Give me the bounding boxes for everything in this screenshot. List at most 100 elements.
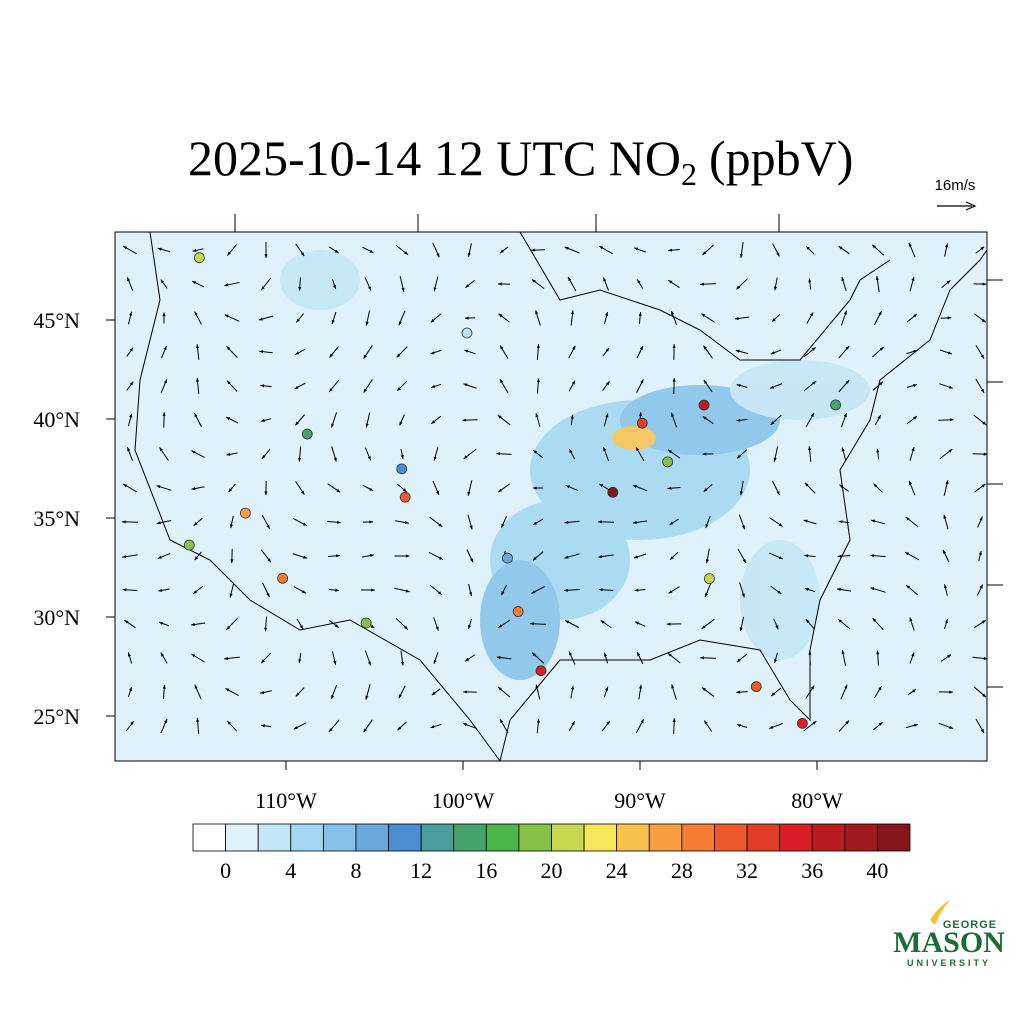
wind-arrow: [874, 685, 882, 699]
arrow-head: [397, 726, 402, 731]
arrow-head: [295, 692, 300, 697]
arrow-head: [742, 558, 746, 563]
arrow-head: [804, 554, 809, 558]
arrow-head: [945, 243, 949, 248]
arrow-head: [739, 254, 743, 258]
wind-arrow: [499, 378, 509, 394]
arrow-head: [196, 718, 200, 722]
arrow-head: [266, 593, 270, 598]
wind-arrow: [224, 281, 240, 287]
wind-arrow: [126, 347, 134, 357]
wind-arrow: [157, 553, 171, 559]
wind-arrow: [463, 383, 477, 389]
arrow-head: [702, 452, 707, 456]
wind-arrow: [264, 241, 268, 259]
vector-reference: 16m/s: [935, 177, 976, 194]
colorbar-box: [844, 823, 878, 852]
wind-arrow: [535, 413, 541, 427]
wind-arrow: [938, 722, 954, 730]
wind-arrow: [909, 276, 915, 292]
coastline: [134, 232, 987, 761]
wind-arrow: [838, 345, 850, 359]
arrow-head: [913, 416, 917, 420]
arrow-head: [404, 625, 408, 630]
arrow-head: [337, 520, 341, 524]
arrow-head: [227, 251, 231, 256]
wind-arrow: [838, 520, 850, 524]
wind-arrow: [260, 277, 272, 291]
wind-arrow: [669, 518, 679, 526]
wind-arrow: [465, 279, 475, 289]
colorbar-box: [257, 823, 292, 852]
wind-arrow: [160, 379, 168, 393]
arrow-head: [465, 284, 470, 288]
wind-arrow: [771, 313, 781, 323]
arrow-head: [328, 728, 333, 733]
arrow-head: [295, 351, 300, 355]
arrow-head: [439, 556, 444, 560]
arrow-head: [264, 254, 268, 258]
arrow-head: [769, 385, 774, 389]
wind-arrow: [973, 619, 987, 629]
wind-arrow: [500, 584, 508, 596]
arrow-head: [812, 381, 817, 385]
wind-arrow: [295, 313, 305, 323]
arrow-head: [773, 286, 778, 291]
arrow-head: [430, 318, 435, 323]
arrow-head: [598, 555, 603, 559]
arrow-head: [808, 650, 812, 655]
wind-arrow: [906, 313, 918, 323]
arrow-head: [911, 652, 915, 657]
wind-arrow: [262, 582, 270, 598]
arrow-head: [163, 379, 167, 384]
arrow-head: [736, 418, 741, 422]
arrow-head: [775, 625, 779, 630]
wind-arrow: [468, 583, 473, 597]
title: 2025-10-14 12 UTC NO2 (ppbV): [188, 130, 853, 192]
wind-arrow: [226, 617, 238, 631]
wind-arrow: [162, 684, 166, 700]
arrow-head: [947, 351, 952, 355]
arrow-head: [333, 285, 336, 290]
station: [396, 463, 408, 475]
arrow-head: [194, 311, 198, 316]
wind-arrow: [260, 652, 272, 664]
arrow-head: [839, 484, 844, 489]
arrow-head: [535, 310, 539, 315]
wind-arrow: [190, 622, 206, 627]
arrow-head: [363, 354, 367, 359]
wind-arrow: [636, 379, 644, 393]
wind-arrow: [499, 246, 509, 254]
wind-arrow: [294, 414, 306, 426]
colorbar-box: [779, 823, 813, 852]
wind-arrow: [158, 588, 170, 592]
arrow-head: [500, 719, 504, 724]
arrow-head: [496, 656, 501, 660]
wind-vectors: [121, 241, 987, 734]
arrow-head: [739, 491, 743, 496]
arrow-head: [667, 653, 672, 657]
wind-arrow: [808, 650, 812, 666]
arrow-head: [734, 316, 739, 320]
arrow-head: [638, 312, 642, 317]
colorbar-box: [322, 823, 357, 852]
arrow-head: [333, 660, 337, 665]
arrow-head: [705, 524, 709, 529]
arrow-head: [905, 517, 910, 521]
arrow-head: [771, 692, 775, 697]
wind-arrow: [564, 553, 580, 559]
colorbar-label: 20: [541, 858, 563, 883]
arrow-head: [405, 589, 410, 593]
arrow-head: [565, 620, 570, 624]
wind-arrow: [874, 414, 882, 426]
wind-arrow: [331, 278, 337, 290]
wind-arrow: [873, 483, 883, 493]
arrow-head: [367, 661, 371, 666]
arrow-head: [810, 685, 815, 690]
colorbar-box: [192, 823, 226, 852]
wind-arrow: [907, 688, 917, 696]
colorbar-label: 28: [671, 858, 693, 883]
wind-arrow: [634, 247, 646, 253]
arrow-head: [943, 584, 947, 589]
arrow-head: [160, 279, 165, 284]
